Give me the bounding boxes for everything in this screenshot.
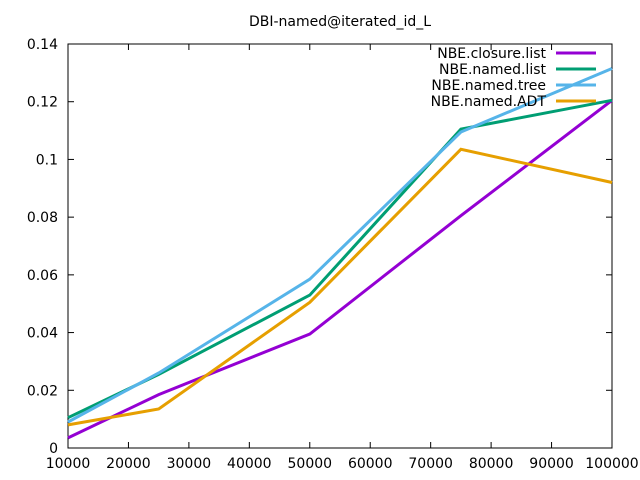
- x-axis: 10000 20000 30000 40000 50000 60000 70000 80000…: [46, 44, 639, 472]
- x-tick-label: 50000: [288, 456, 333, 472]
- legend-label-nbe-named-tree: NBE.named.tree: [431, 78, 546, 94]
- chart-title: DBI-named@iterated_id_L: [249, 14, 431, 30]
- x-tick-label: 40000: [227, 456, 272, 472]
- y-axis: 0 0.02 0.04 0.06 0.08 0.1 0.12 0.14: [27, 37, 612, 457]
- x-tick-label: 20000: [106, 456, 151, 472]
- series-line-nbe-named-list: [67, 98, 613, 420]
- x-tick-label: 10000: [46, 456, 91, 472]
- y-tick-label: 0.08: [27, 210, 58, 226]
- y-tick-label: 0.04: [27, 326, 58, 342]
- x-tick-label: 60000: [348, 456, 393, 472]
- y-tick-label: 0.02: [27, 383, 58, 399]
- legend: NBE.closure.listNBE.named.listNBE.named.…: [431, 46, 596, 110]
- series-line-nbe-closure-list: [67, 99, 613, 440]
- y-tick-label: 0.12: [27, 95, 58, 111]
- y-tick-label: 0: [49, 441, 58, 457]
- legend-label-nbe-named-list: NBE.named.list: [439, 62, 546, 78]
- series-lines: [67, 67, 613, 440]
- series-line-nbe-named-tree: [67, 67, 613, 424]
- x-tick-label: 30000: [167, 456, 212, 472]
- legend-label-nbe-closure-list: NBE.closure.list: [437, 46, 546, 62]
- y-tick-label: 0.14: [27, 37, 58, 53]
- y-tick-label: 0.06: [27, 268, 58, 284]
- plot-frame: [67, 43, 613, 449]
- x-tick-label: 80000: [469, 456, 514, 472]
- series-line-nbe-named-adt: [67, 147, 613, 427]
- x-tick-label: 70000: [408, 456, 453, 472]
- legend-label-nbe-named-adt: NBE.named.ADT: [431, 94, 547, 110]
- x-tick-label: 90000: [529, 456, 574, 472]
- y-tick-label: 0.1: [36, 152, 58, 168]
- x-tick-label: 100000: [585, 456, 638, 472]
